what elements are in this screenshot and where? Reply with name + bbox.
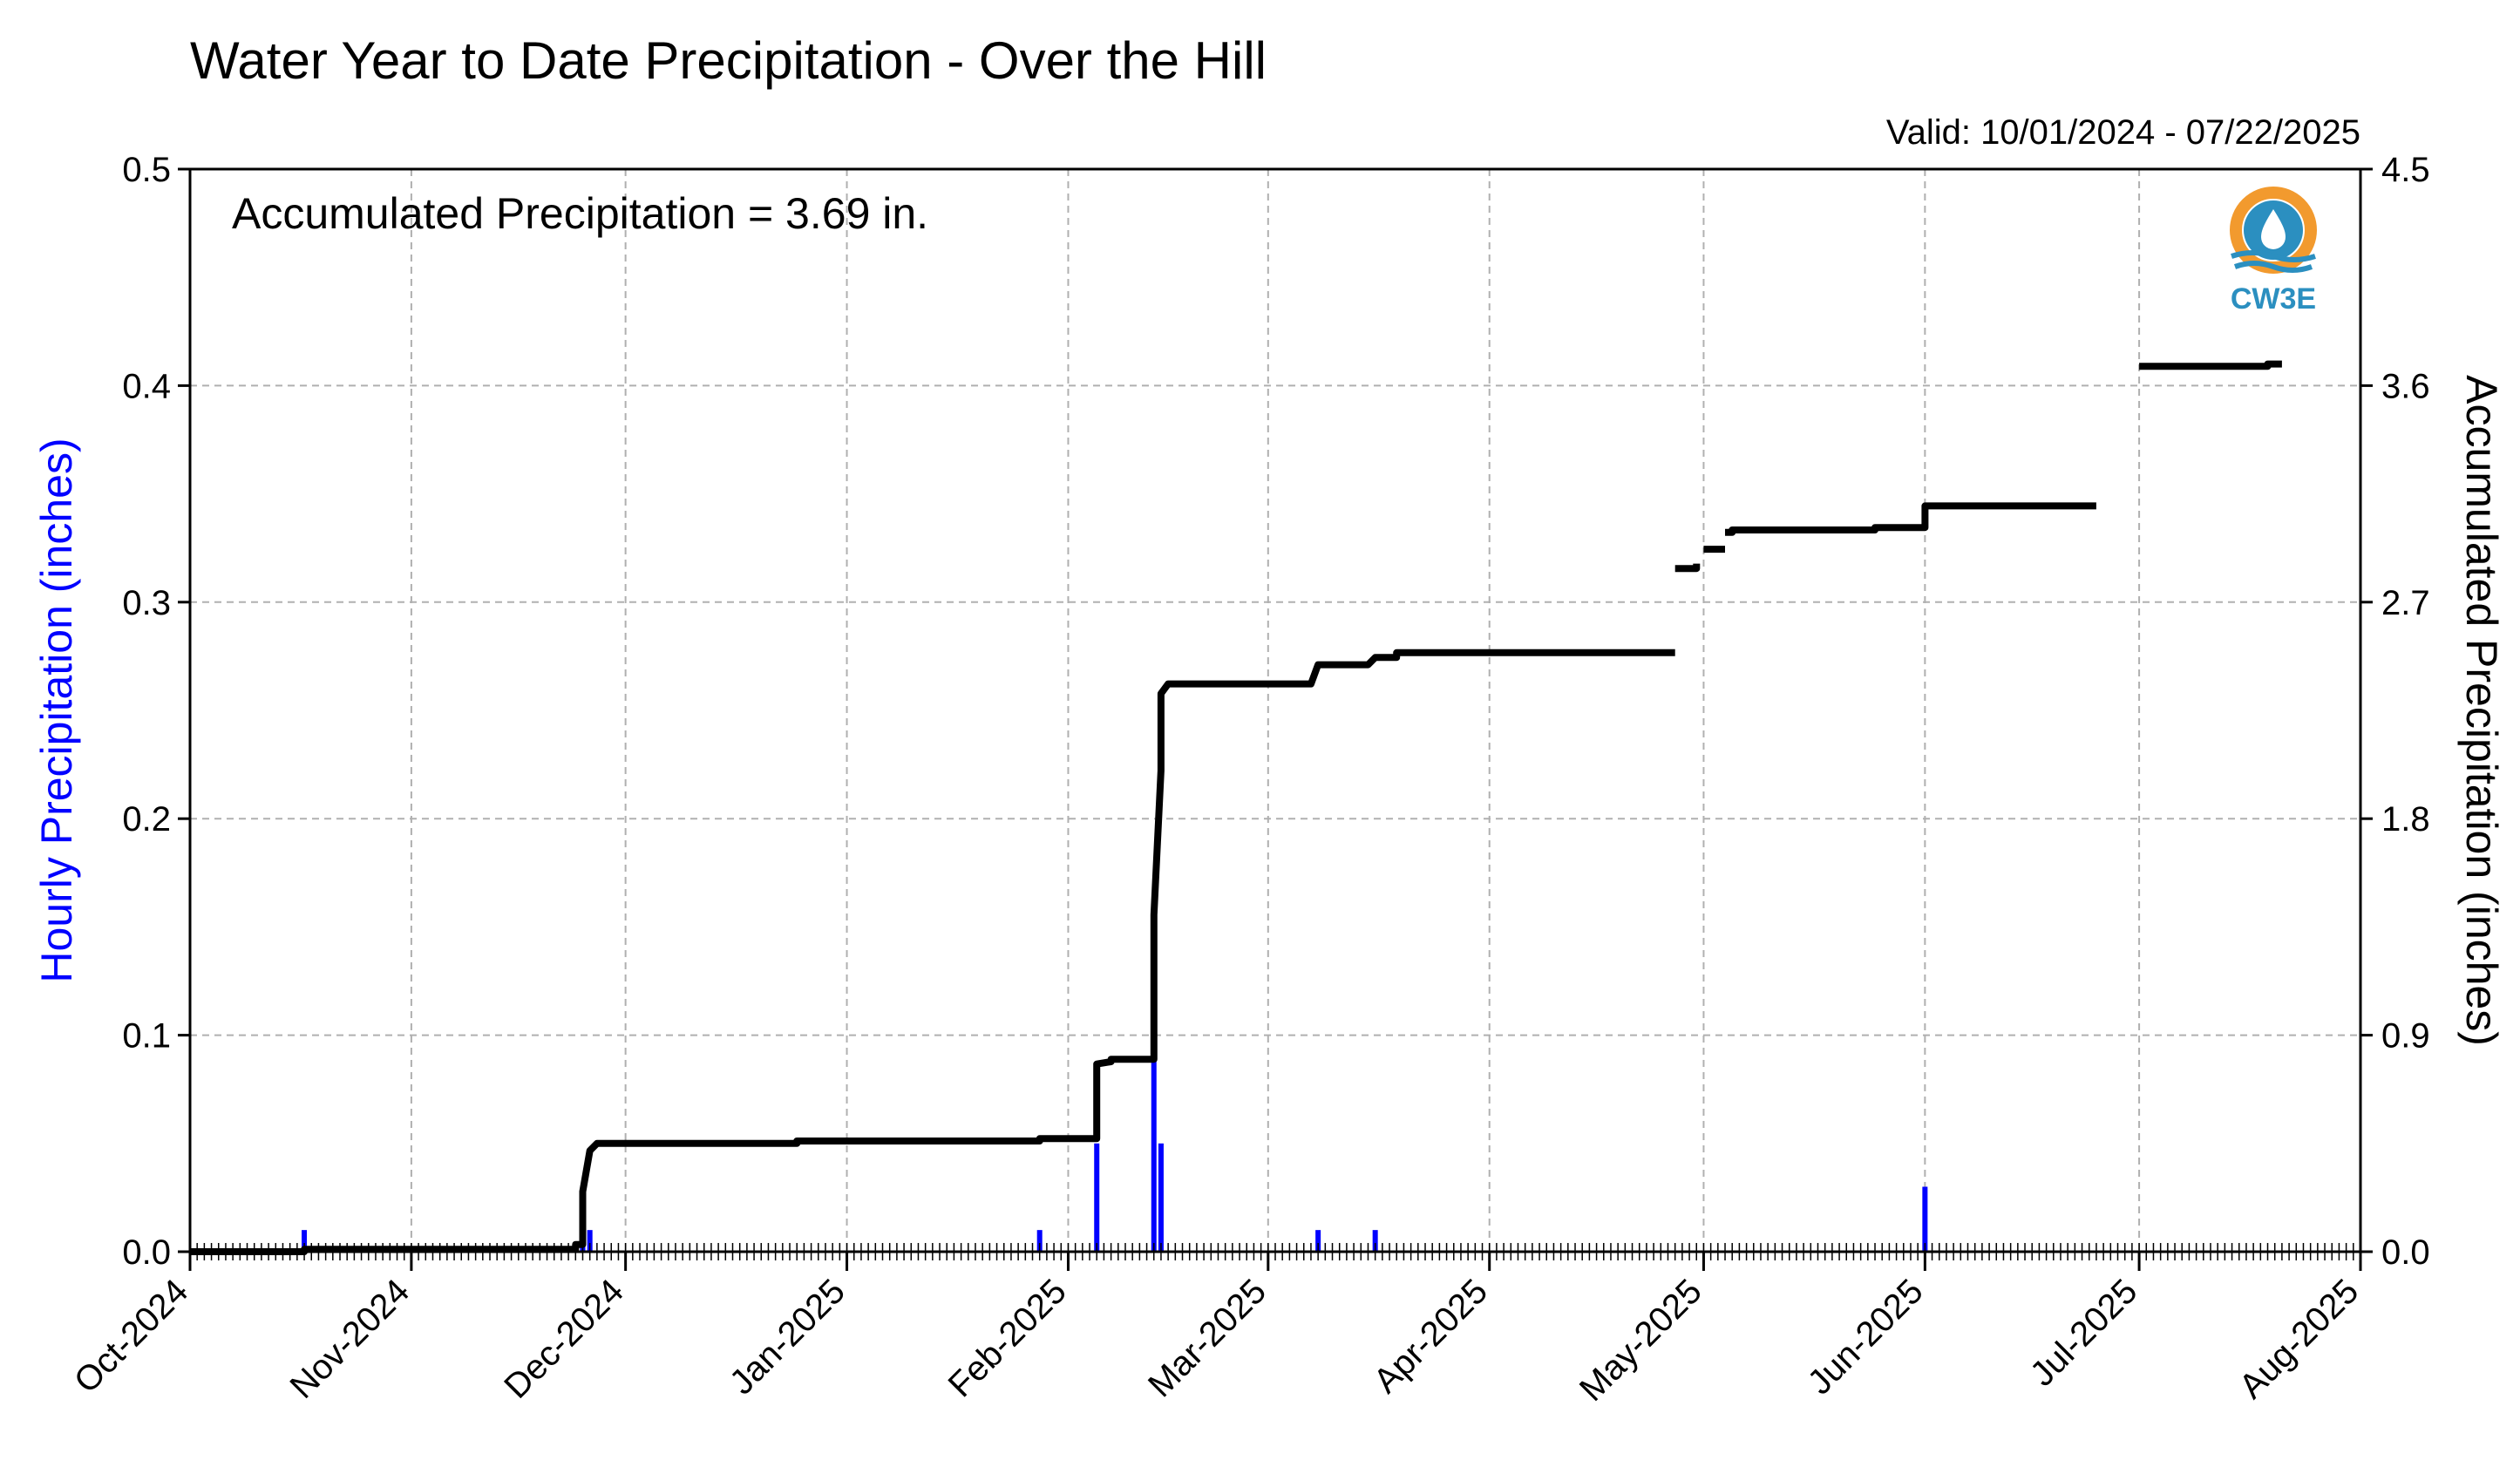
y-right-tick-label: 0.0 [2381, 1233, 2430, 1272]
y-right-tick-label: 0.9 [2381, 1017, 2430, 1056]
x-tick-label: Jan-2025 [723, 1272, 852, 1402]
hourly-precip-bar [1372, 1230, 1378, 1252]
x-tick-label: Mar-2025 [1141, 1272, 1274, 1404]
y-axis-label-right: Accumulated Precipitation (inches) [2457, 375, 2506, 1046]
y-right-tick-label: 4.5 [2381, 151, 2430, 189]
y-right-tick-label: 1.8 [2381, 800, 2430, 839]
x-tick-label: Oct-2024 [67, 1272, 195, 1400]
x-tick-label: Feb-2025 [941, 1272, 1074, 1404]
accumulated-line-segment [1674, 563, 1701, 573]
hourly-precip-bar [302, 1230, 308, 1252]
y-axis-label-left: Hourly Precipitation (inches) [32, 438, 81, 982]
logo-wave-2 [2233, 261, 2313, 273]
logo-text: CW3E [2231, 282, 2316, 316]
y-left-tick-label: 0.4 [122, 367, 171, 405]
hourly-precip-bar [1315, 1230, 1321, 1252]
x-tick-label: Jul-2025 [2023, 1272, 2145, 1394]
chart-subtitle: Valid: 10/01/2024 - 07/22/2025 [1886, 113, 2360, 152]
y-left-tick-label: 0.0 [122, 1233, 171, 1272]
y-left-tick-label: 0.1 [122, 1017, 171, 1056]
hourly-precip-bar [587, 1230, 593, 1252]
x-tick-label: May-2025 [1572, 1272, 1709, 1409]
left-y-axis-ticks: 0.0 0.1 0.2 0.3 0.4 0.5 [122, 151, 190, 1272]
x-minor-ticks [189, 1243, 2361, 1260]
y-right-tick-label: 2.7 [2381, 584, 2430, 622]
grid [190, 169, 2360, 1252]
hourly-precipitation-bars [302, 1056, 1928, 1252]
hourly-precip-bar [1922, 1186, 1928, 1252]
logo-wave-1 [2231, 250, 2316, 262]
accumulated-line-segment [2139, 360, 2282, 370]
hourly-precip-bar [1094, 1143, 1100, 1252]
accumulated-precipitation-line [190, 360, 2282, 1255]
x-tick-label: Dec-2024 [497, 1272, 631, 1406]
accumulated-annotation: Accumulated Precipitation = 3.69 in. [232, 189, 928, 238]
y-left-tick-label: 0.5 [122, 151, 171, 189]
y-left-tick-label: 0.3 [122, 584, 171, 622]
x-tick-label: Aug-2025 [2232, 1272, 2367, 1406]
hourly-precip-bar [1158, 1143, 1164, 1252]
x-tick-label: Nov-2024 [283, 1272, 418, 1406]
plot-frame [188, 167, 2362, 1253]
right-y-axis-ticks: 0.0 0.9 1.8 2.7 3.6 4.5 [2360, 151, 2430, 1272]
y-left-tick-label: 0.2 [122, 800, 171, 839]
chart-title: Water Year to Date Precipitation - Over … [190, 31, 1267, 90]
hourly-precip-bar [1036, 1230, 1043, 1252]
x-tick-label: Apr-2025 [1367, 1272, 1495, 1400]
accumulated-line-segment [1725, 502, 2096, 536]
accumulated-line-segment [190, 649, 1675, 1255]
y-right-tick-label: 3.6 [2381, 367, 2430, 405]
x-axis-ticks: Oct-2024 Nov-2024 Dec-2024 Jan-2025 Feb-2025… [67, 1252, 2366, 1409]
x-tick-label: Jun-2025 [1801, 1272, 1931, 1402]
hourly-precip-bar [1151, 1056, 1157, 1252]
cw3e-logo: CW3E [2230, 187, 2317, 316]
water-drop-icon [2261, 209, 2286, 249]
